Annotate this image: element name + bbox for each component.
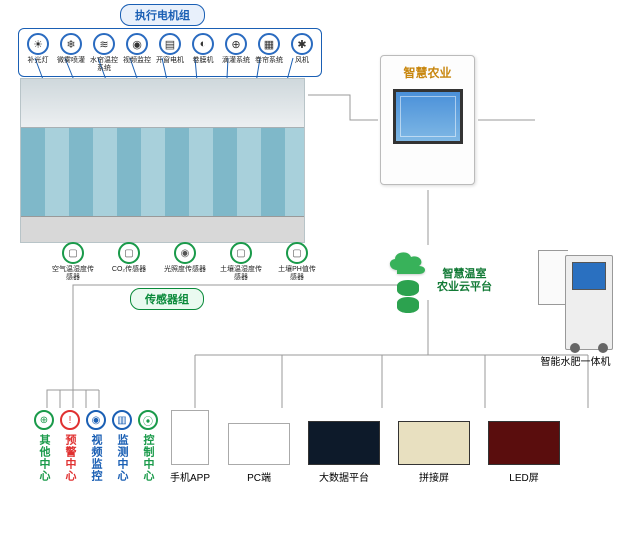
actuator-label: 水帘温控系统 (89, 57, 119, 72)
sensor-row: ▢ 空气温湿度传感器 ▢ CO₂传感器 ◉ 光照度传感器 ▢ 土壤温湿度传感器 ▢ 土壤PH值传感… (52, 242, 318, 281)
actuator-2: ≋ 水帘温控系统 (89, 33, 119, 72)
client-label: 手机APP (170, 469, 210, 484)
center-label: 视频监控 (88, 434, 104, 482)
center-icon: ! (60, 410, 80, 430)
center-icon: ▥ (112, 410, 132, 430)
center-2: ◉ 视频监控 (86, 410, 106, 482)
actuator-icon: ☀ (27, 33, 49, 55)
controller-box: 智慧农业 (380, 55, 475, 185)
center-4: ⦿ 控制中心 (138, 410, 158, 482)
cloud-text-2: 农业云平台 (437, 281, 492, 294)
sensor-label: CO₂传感器 (112, 266, 146, 274)
client-label: 拼接屏 (419, 469, 449, 484)
client-screen (488, 421, 560, 465)
actuator-label: 卷膜机 (193, 57, 214, 65)
actuator-label: 开窗电机 (156, 57, 184, 65)
actuator-4: ▤ 开窗电机 (155, 33, 185, 65)
cloud-platform: 智慧温室 农业云平台 (385, 248, 492, 314)
actuator-label: 补光灯 (28, 57, 49, 65)
database-icon (397, 297, 419, 313)
sensor-icon: ◉ (174, 242, 196, 264)
client-3: 拼接屏 (398, 421, 470, 484)
sensor-icon: ▢ (286, 242, 308, 264)
actuators-header: 执行电机组 (120, 4, 205, 26)
sensor-icon: ▢ (230, 242, 252, 264)
database-icon (397, 280, 419, 296)
center-3: ▥ 监测中心 (112, 410, 132, 482)
client-2: 大数据平台 (308, 421, 380, 484)
cloud-icon (385, 248, 431, 276)
center-label: 监测中心 (114, 434, 130, 482)
controller-screen (393, 89, 463, 144)
sensor-label: 空气温湿度传感器 (52, 266, 94, 281)
center-0: ⊕ 其他中心 (34, 410, 54, 482)
client-4: LED屏 (488, 421, 560, 484)
actuator-5: ◐ 卷膜机 (188, 33, 218, 65)
center-label: 预警中心 (62, 434, 78, 482)
center-icon: ⊕ (34, 410, 54, 430)
fertigation-label: 智能水肥一体机 (538, 353, 613, 368)
client-label: LED屏 (509, 469, 538, 484)
actuator-1: ❄ 微雾喷灌 (56, 33, 86, 65)
actuator-label: 卷帘系统 (255, 57, 283, 65)
sensors-header: 传感器组 (130, 288, 204, 310)
centers-row: ⊕ 其他中心! 预警中心 ◉ 视频监控 ▥ 监测中心 ⦿ 控制中心 (34, 410, 158, 482)
actuator-6: ⊕ 滴灌系统 (221, 33, 251, 65)
actuator-7: ▦ 卷帘系统 (254, 33, 284, 65)
sensor-icon: ▢ (62, 242, 84, 264)
actuator-icon: ⊕ (225, 33, 247, 55)
client-screen (308, 421, 380, 465)
sensor-label: 光照度传感器 (164, 266, 206, 274)
controller-title: 智慧农业 (403, 64, 451, 81)
actuator-label: 微雾喷灌 (57, 57, 85, 65)
center-icon: ⦿ (138, 410, 158, 430)
center-1: ! 预警中心 (60, 410, 80, 482)
actuator-8: ✱ 风机 (287, 33, 317, 65)
sensor-label: 土壤PH值传感器 (276, 266, 318, 281)
client-label: PC端 (247, 469, 271, 484)
sensor-3: ▢ 土壤温湿度传感器 (220, 242, 262, 281)
client-0: 手机APP (170, 410, 210, 484)
cloud-text-1: 智慧温室 (437, 268, 492, 281)
sensor-1: ▢ CO₂传感器 (108, 242, 150, 274)
actuator-icon: ▦ (258, 33, 280, 55)
client-screen (398, 421, 470, 465)
actuator-icon: ▤ (159, 33, 181, 55)
sensor-2: ◉ 光照度传感器 (164, 242, 206, 274)
actuator-label: 风机 (295, 57, 309, 65)
actuator-icon: ◉ (126, 33, 148, 55)
client-1: PC端 (228, 423, 290, 484)
actuator-3: ◉ 视频监控 (122, 33, 152, 65)
sensor-label: 土壤温湿度传感器 (220, 266, 262, 281)
center-label: 其他中心 (36, 434, 52, 482)
fertigation-machine: 智能水肥一体机 (538, 220, 613, 350)
client-label: 大数据平台 (319, 469, 369, 484)
sensor-4: ▢ 土壤PH值传感器 (276, 242, 318, 281)
actuator-label: 视频监控 (123, 57, 151, 65)
actuator-row: ☀ 补光灯 ❄ 微雾喷灌 ≋ 水帘温控系统 ◉ 视频监控 ▤ 开窗电机 ◐ 卷膜机 ⊕ 滴灌系统 ▦ 卷帘系统… (18, 28, 322, 77)
sensor-icon: ▢ (118, 242, 140, 264)
client-screen (171, 410, 209, 465)
actuator-icon: ≋ (93, 33, 115, 55)
sensor-0: ▢ 空气温湿度传感器 (52, 242, 94, 281)
client-screen (228, 423, 290, 465)
client-row: 手机APP PC端 大数据平台 拼接屏 LED屏 (170, 410, 560, 484)
actuator-icon: ◐ (192, 33, 214, 55)
center-icon: ◉ (86, 410, 106, 430)
center-label: 控制中心 (140, 434, 156, 482)
actuator-icon: ❄ (60, 33, 82, 55)
actuator-label: 滴灌系统 (222, 57, 250, 65)
greenhouse-illustration (20, 78, 305, 243)
actuator-icon: ✱ (291, 33, 313, 55)
actuator-0: ☀ 补光灯 (23, 33, 53, 65)
